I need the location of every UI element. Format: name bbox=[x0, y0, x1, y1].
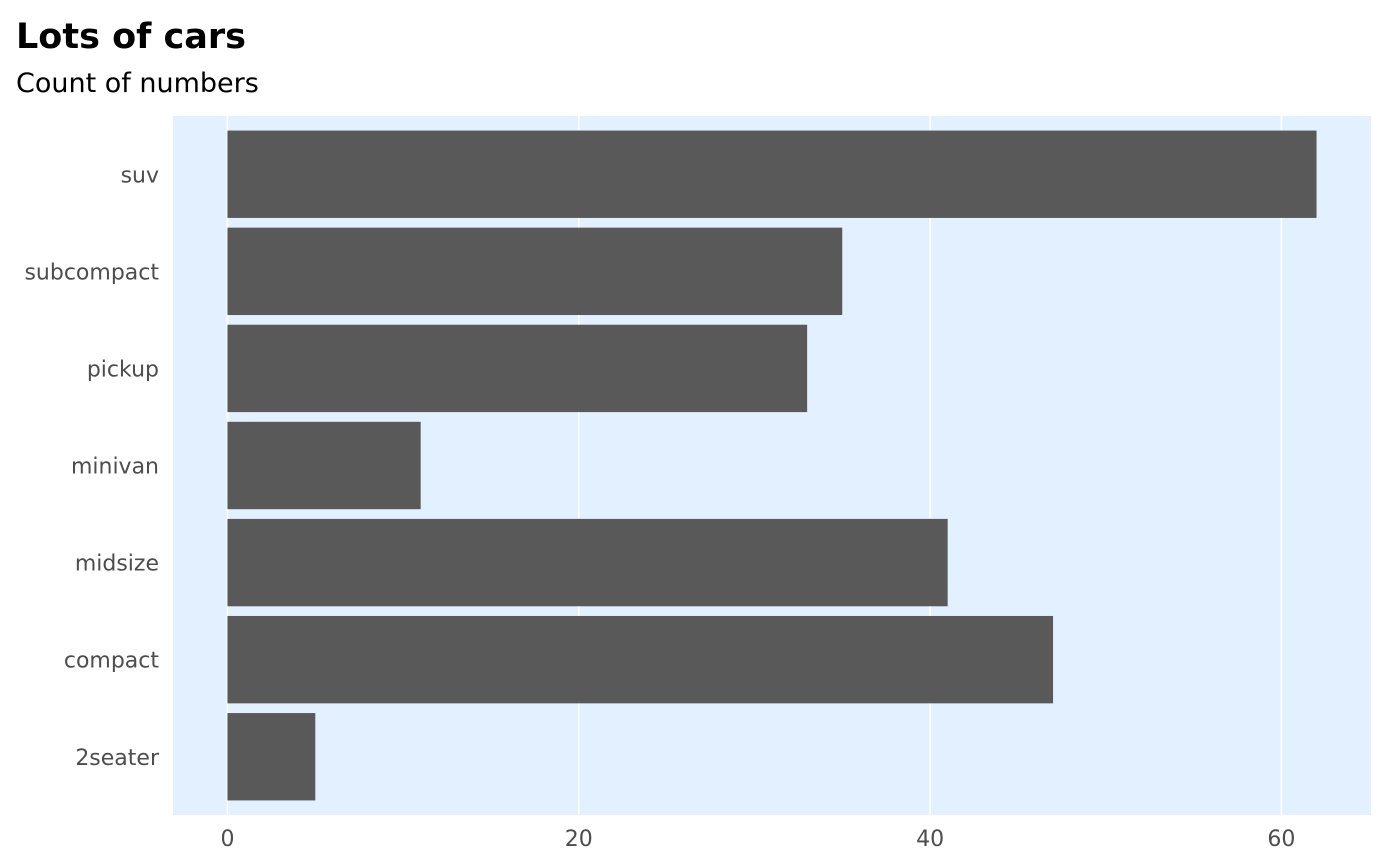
y-tick-label-minivan: minivan bbox=[71, 455, 159, 480]
bar-suv bbox=[227, 130, 1317, 218]
y-tick-label-compact: compact bbox=[64, 649, 160, 674]
y-tick-label-subcompact: subcompact bbox=[24, 260, 159, 285]
x-tick-label: 60 bbox=[1267, 827, 1295, 852]
x-tick-label: 0 bbox=[220, 827, 234, 852]
x-tick-label: 20 bbox=[565, 827, 593, 852]
bar-subcompact bbox=[227, 227, 843, 316]
bars bbox=[227, 130, 1317, 801]
x-axis-labels: 0 20 40 60 bbox=[220, 827, 1295, 852]
bar-midsize bbox=[227, 518, 948, 607]
bar-2seater bbox=[227, 713, 316, 801]
chart-title: Lots of cars bbox=[16, 17, 247, 57]
x-tick-label: 40 bbox=[916, 827, 944, 852]
y-tick-label-midsize: midsize bbox=[75, 552, 159, 577]
bar-compact bbox=[227, 615, 1054, 704]
y-axis-labels: 2seater compact midsize minivan pickup subcom… bbox=[24, 163, 159, 771]
chart-subtitle: Count of numbers bbox=[16, 68, 259, 99]
y-tick-label-pickup: pickup bbox=[87, 357, 159, 382]
y-tick-label-2seater: 2seater bbox=[75, 746, 160, 771]
bar-pickup bbox=[227, 324, 808, 413]
y-tick-label-suv: suv bbox=[121, 163, 159, 188]
bar-minivan bbox=[227, 421, 421, 510]
